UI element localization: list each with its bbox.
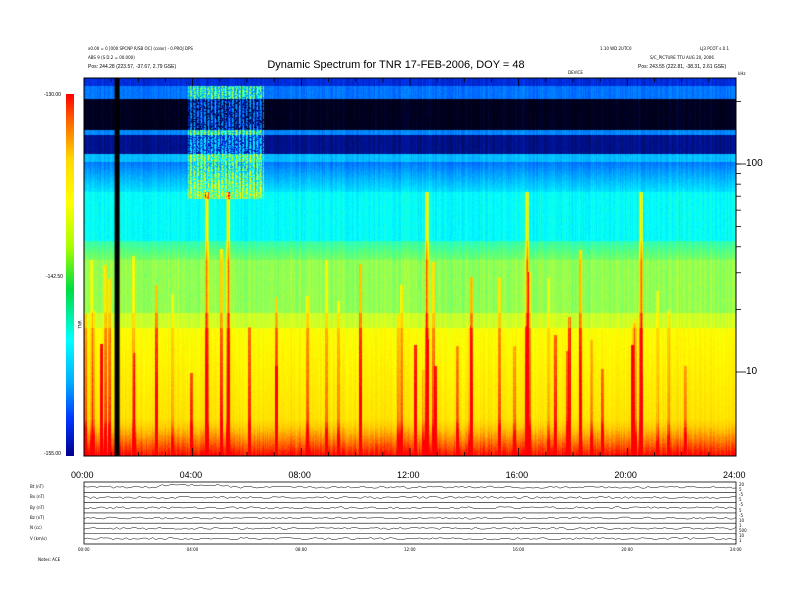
lower-x-label-6: 24:00 — [730, 547, 742, 552]
colorbar — [66, 94, 74, 456]
lower-x-label-2: 08:00 — [295, 547, 307, 552]
lower-right-label-8: 1 — [739, 522, 742, 528]
chart-title: Dynamic Spectrum for TNR 17-FEB-2006, DO… — [267, 59, 525, 71]
x-tick-label-2400: 24:00 — [723, 470, 746, 480]
header-left-line1: x0.00 = 0 [000 SPCNP R/SB OC] (color) - … — [88, 46, 193, 51]
lower-row-label-1: Bx (nT) — [30, 494, 45, 500]
lower-row-label-0: Bt (nT) — [30, 484, 44, 489]
colorbar-mid-label: -142.50 — [46, 274, 63, 280]
footer-notes: Notes: ACE — [38, 557, 61, 562]
header-right-line2: S/C_PICTURE TTU AUG 20, 2006 — [650, 55, 714, 60]
lower-right-label-3: 5 — [739, 497, 742, 503]
lower-right-label-0: 20 — [739, 482, 745, 487]
x-tick-label-0000: 00:00 — [71, 470, 94, 480]
colorbar-bottom-label: -155.00 — [44, 451, 61, 457]
lower-series-1 — [83, 496, 737, 499]
lower-x-label-4: 16:00 — [512, 547, 525, 552]
lower-right-label-11: 1 — [739, 538, 742, 544]
lower-x-label-0: 00:00 — [78, 547, 90, 552]
y-unit-label: kHz — [738, 71, 746, 76]
lower-right-label-7: 10 — [739, 517, 745, 523]
x-tick-label-0400: 04:00 — [179, 470, 203, 480]
header-mid-label: DEVICE — [568, 70, 583, 75]
lower-series-3 — [83, 516, 737, 520]
lower-row-label-2: By (nT) — [30, 504, 45, 510]
lower-right-label-1: 5 — [739, 487, 742, 493]
lower-series-4 — [83, 527, 737, 530]
x-tick-label-2000: 20:00 — [614, 470, 637, 480]
x-tick-label-0800: 08:00 — [288, 470, 311, 480]
header-left-line3: Pos: 244.28 (223.57, -37.67, 2.79 GSE) — [88, 64, 177, 70]
lower-right-label-9: 500 — [739, 527, 747, 533]
colorbar-top-label: -130.00 — [44, 92, 61, 98]
lower-x-label-5: 20:00 — [621, 547, 633, 552]
x-tick-label-1600: 16:00 — [505, 470, 529, 480]
y-tick-label-100: 100 — [746, 158, 763, 169]
header-right-line1: 1.10 WD 2UTC0 — [600, 46, 632, 51]
y-tick-label-10: 10 — [746, 366, 758, 377]
lower-row-label-3: Bz (nT) — [30, 514, 45, 520]
lower-right-label-5: 5 — [739, 507, 742, 513]
lower-series-2 — [83, 506, 737, 510]
lower-right-label-2: -5 — [739, 492, 743, 498]
x-tick-label-1200: 12:00 — [397, 470, 420, 480]
lower-series-5 — [83, 537, 737, 540]
lower-right-label-10: 10 — [739, 533, 745, 538]
lower-x-label-3: 12:00 — [404, 547, 416, 552]
lower-series-0 — [83, 483, 737, 489]
lower-row-label-5: V (km/s) — [30, 535, 47, 541]
header-left-line2: ABS 9 (S D.2 = 00.000) — [88, 55, 135, 60]
header-right-line3: Pos: 243.55 (222.81, -38.31, 2.61 GSE) — [638, 64, 727, 70]
lower-x-label-1: 04:00 — [186, 547, 199, 552]
lower-row-label-4: N (cc) — [30, 525, 42, 531]
header-right-line1b: LJ3 PCOT s.0.1 — [700, 46, 730, 51]
spectrogram-heatmap — [84, 78, 736, 456]
lower-right-label-4: -5 — [739, 502, 743, 508]
lower-right-label-6: -5 — [739, 512, 743, 518]
